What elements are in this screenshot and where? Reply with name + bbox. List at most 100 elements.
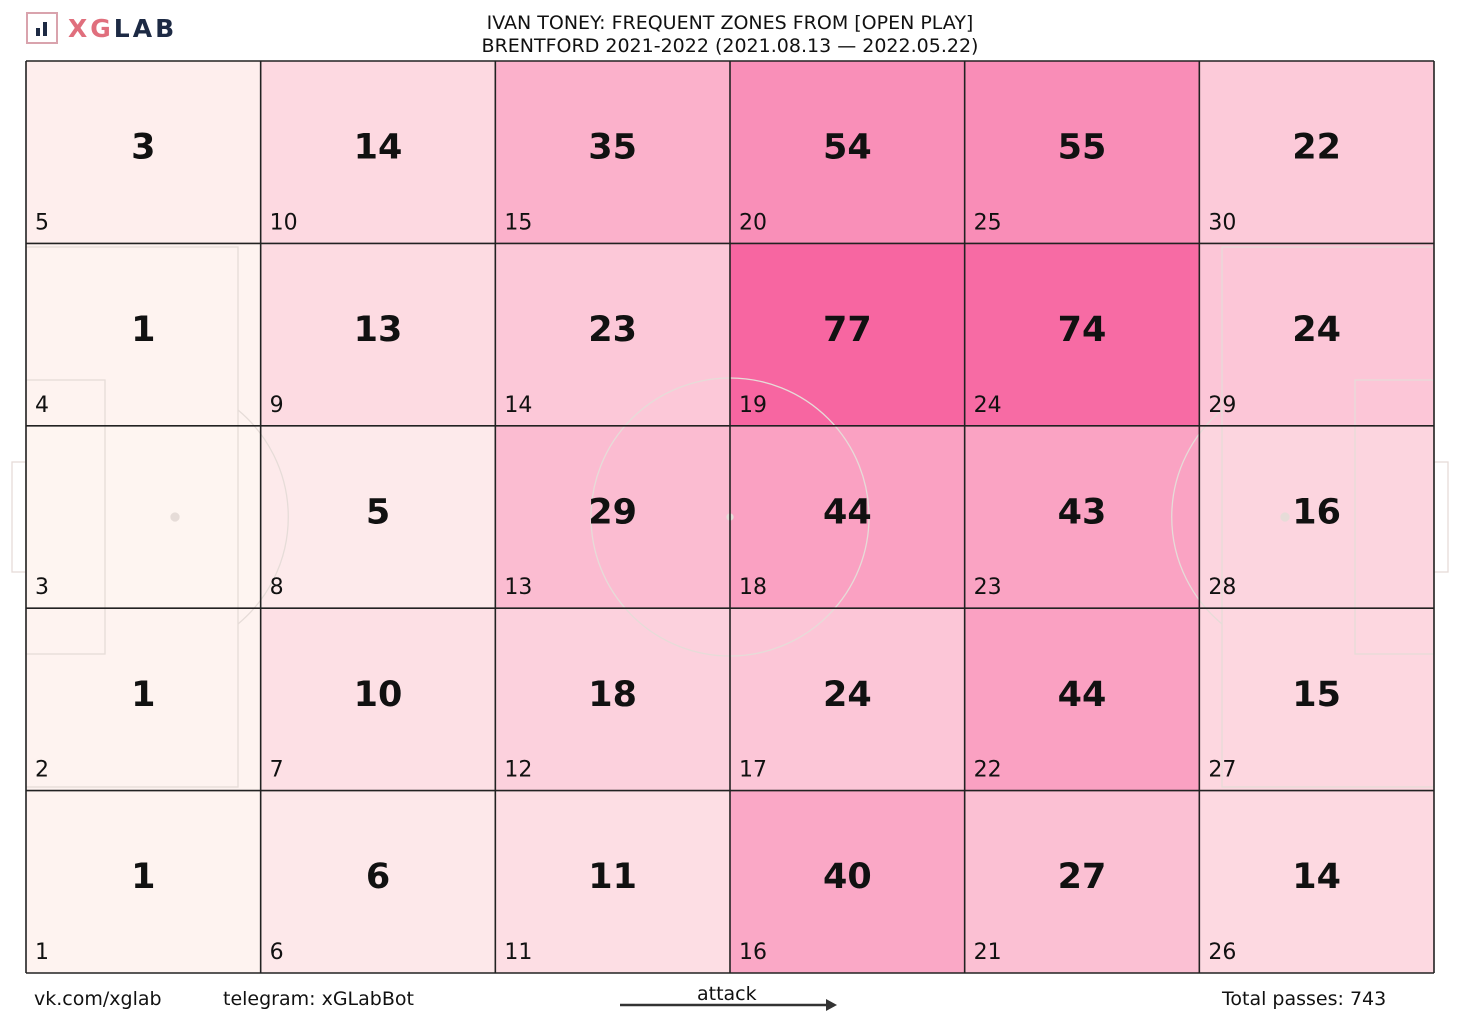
cell-value-label: 1 bbox=[131, 675, 155, 715]
logo-text: XGLAB bbox=[68, 13, 178, 43]
cell-value-label: 29 bbox=[588, 492, 637, 532]
zone-number-label: 21 bbox=[974, 940, 1002, 965]
grid-lines bbox=[25, 60, 1435, 974]
zone-number-label: 6 bbox=[270, 940, 284, 965]
total-passes: Total passes: 743 bbox=[1222, 988, 1387, 1010]
cell-value-label: 1 bbox=[131, 310, 155, 350]
vk-link[interactable]: vk.com/xglab bbox=[34, 988, 162, 1010]
heatmap-cell bbox=[495, 61, 730, 244]
heatmap-cell bbox=[964, 243, 1200, 426]
zone-number-label: 20 bbox=[739, 210, 767, 235]
cell-value-label: 24 bbox=[823, 675, 872, 715]
zone-number-label: 11 bbox=[504, 940, 532, 965]
cell-value-label: 22 bbox=[1292, 128, 1341, 168]
heatmap-cell bbox=[26, 425, 261, 609]
zone-number-label: 12 bbox=[504, 758, 532, 783]
heatmap-cell bbox=[260, 608, 496, 791]
cell-value-label: 24 bbox=[1292, 310, 1341, 350]
zone-number-label: 18 bbox=[739, 575, 767, 600]
heatmap-cell bbox=[730, 608, 965, 791]
cell-value-label: 16 bbox=[1292, 492, 1341, 532]
heatmap-cell bbox=[1199, 608, 1434, 791]
zone-number-label: 29 bbox=[1208, 393, 1236, 418]
heatmap-labels: 3514103515542055252230141392314771974242… bbox=[35, 128, 1341, 965]
cell-value-label: 74 bbox=[1058, 310, 1107, 350]
cell-value-label: 11 bbox=[588, 857, 637, 897]
heatmap-cell bbox=[260, 243, 496, 426]
zone-number-label: 19 bbox=[739, 393, 767, 418]
heatmap-cell bbox=[964, 61, 1200, 244]
title-line-2: BRENTFORD 2021-2022 (2021.08.13 — 2022.0… bbox=[481, 35, 979, 57]
zone-number-label: 2 bbox=[35, 758, 49, 783]
heatmap-cell bbox=[730, 243, 965, 426]
heatmap-cell bbox=[26, 608, 261, 791]
cell-value-label: 27 bbox=[1058, 857, 1107, 897]
heatmap-cell bbox=[495, 425, 730, 609]
zone-number-label: 16 bbox=[739, 940, 767, 965]
cell-value-label: 1 bbox=[131, 857, 155, 897]
heatmap-cell bbox=[1199, 61, 1434, 244]
heatmap-cell bbox=[495, 608, 730, 791]
heatmap-cell bbox=[26, 243, 261, 426]
zone-number-label: 9 bbox=[270, 393, 284, 418]
heatmap-cell bbox=[260, 61, 496, 244]
telegram-link[interactable]: telegram: xGLabBot bbox=[223, 988, 414, 1010]
chart-title: IVAN TONEY: FREQUENT ZONES FROM [OPEN PL… bbox=[330, 12, 1130, 58]
heatmap-cell bbox=[1199, 425, 1434, 609]
cell-value-label: 54 bbox=[823, 128, 872, 168]
zone-number-label: 28 bbox=[1208, 575, 1236, 600]
cell-value-label: 15 bbox=[1292, 675, 1341, 715]
cell-value-label: 14 bbox=[1292, 857, 1341, 897]
cell-value-label: 6 bbox=[366, 857, 390, 897]
zone-number-label: 4 bbox=[35, 393, 49, 418]
bar-chart-icon bbox=[26, 12, 58, 44]
heatmap-cell bbox=[495, 790, 730, 973]
zone-number-label: 23 bbox=[974, 575, 1002, 600]
zone-number-label: 17 bbox=[739, 758, 767, 783]
zone-number-label: 26 bbox=[1208, 940, 1236, 965]
cell-value-label: 13 bbox=[354, 310, 403, 350]
heatmap-cell bbox=[964, 425, 1200, 609]
heatmap-cell bbox=[26, 61, 261, 244]
heatmap-cell bbox=[730, 425, 965, 609]
zone-number-label: 13 bbox=[504, 575, 532, 600]
title-line-1: IVAN TONEY: FREQUENT ZONES FROM [OPEN PL… bbox=[486, 12, 974, 34]
cell-value-label: 44 bbox=[823, 492, 872, 532]
heatmap-cell bbox=[964, 790, 1200, 973]
heatmap-cell bbox=[1199, 790, 1434, 973]
cell-value-label: 35 bbox=[588, 128, 637, 168]
zone-number-label: 8 bbox=[270, 575, 284, 600]
zone-number-label: 24 bbox=[974, 393, 1002, 418]
zone-number-label: 27 bbox=[1208, 758, 1236, 783]
heatmap-cell bbox=[730, 61, 965, 244]
zone-number-label: 3 bbox=[35, 575, 49, 600]
heatmap-cell bbox=[260, 790, 496, 973]
cell-value-label: 44 bbox=[1058, 675, 1107, 715]
cell-value-label: 14 bbox=[354, 128, 403, 168]
zone-number-label: 10 bbox=[270, 210, 298, 235]
zone-number-label: 5 bbox=[35, 210, 49, 235]
heatmap-cell bbox=[964, 608, 1200, 791]
zone-number-label: 22 bbox=[974, 758, 1002, 783]
zone-number-label: 1 bbox=[35, 940, 49, 965]
attack-arrow bbox=[620, 999, 837, 1011]
cell-value-label: 23 bbox=[588, 310, 637, 350]
zone-number-label: 25 bbox=[974, 210, 1002, 235]
cell-value-label: 10 bbox=[354, 675, 403, 715]
zone-number-label: 30 bbox=[1208, 210, 1236, 235]
heatmap-cells bbox=[26, 61, 1434, 973]
heatmap-cell bbox=[26, 790, 261, 973]
cell-value-label: 5 bbox=[366, 492, 390, 532]
xglab-logo: XGLAB bbox=[26, 11, 177, 45]
cell-value-label: 3 bbox=[131, 128, 155, 168]
zone-number-label: 7 bbox=[270, 758, 284, 783]
heatmap-cell bbox=[730, 790, 965, 973]
heatmap-cell bbox=[260, 425, 496, 609]
cell-value-label: 77 bbox=[823, 310, 872, 350]
zone-number-label: 14 bbox=[504, 393, 532, 418]
cell-value-label: 55 bbox=[1058, 128, 1107, 168]
heatmap-cell bbox=[495, 243, 730, 426]
cell-value-label: 43 bbox=[1058, 492, 1107, 532]
cell-value-label: 40 bbox=[823, 857, 872, 897]
